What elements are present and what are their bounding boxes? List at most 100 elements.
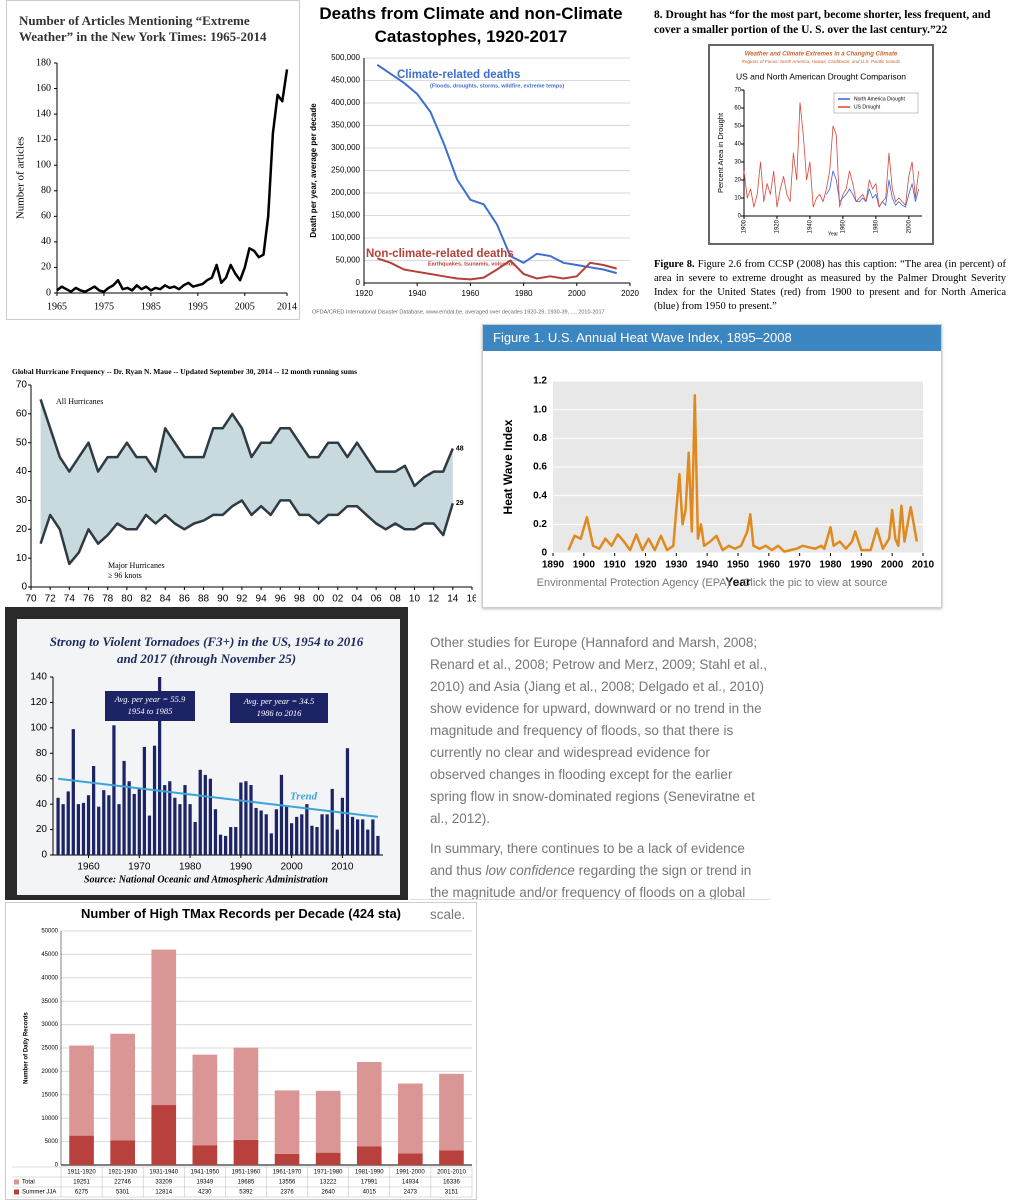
y-tick-label: 10: [16, 553, 28, 564]
x-tick-label: 1920: [355, 289, 373, 298]
bar: [178, 804, 182, 855]
bar: [71, 729, 75, 855]
y-tick-label: 100,000: [331, 233, 360, 242]
x-tick-label: 78: [102, 594, 114, 605]
series-label: Major Hurricanes: [108, 561, 165, 570]
annotation-box: [230, 693, 328, 723]
x-tick-label: 1930: [665, 560, 688, 571]
table-value: 14934: [402, 1180, 419, 1186]
bar: [168, 781, 172, 855]
y-tick-label: 40: [734, 142, 741, 148]
y-tick-label: 20: [734, 178, 741, 184]
drought-chart: 0 10 20 30 40 50 60 70 1900 1920 1940 1960 1980 2000 W…: [708, 44, 934, 245]
bar: [107, 795, 111, 855]
y-axis-label: Heat Wave Index: [501, 419, 515, 514]
legend-swatch: [14, 1189, 19, 1195]
y-tick-label: 40: [36, 799, 48, 810]
x-tick-label: 2014: [277, 301, 297, 312]
bar: [122, 760, 126, 855]
x-tick-label: 1961-1970: [273, 1170, 302, 1176]
x-tick-label: 2020: [621, 289, 639, 298]
table-value: 2640: [321, 1190, 335, 1196]
bar: [371, 819, 375, 855]
x-tick-label: 2010: [912, 560, 935, 571]
x-tick-label: 98: [294, 594, 306, 605]
table-value: 2376: [280, 1190, 294, 1196]
y-tick-label: 0: [356, 278, 361, 287]
bar: [132, 793, 136, 855]
x-tick-label: 1940: [696, 560, 719, 571]
y-tick-label: 70: [734, 88, 741, 94]
table-value: 13222: [320, 1180, 337, 1186]
bar: [218, 834, 223, 855]
bar: [112, 725, 116, 855]
bar-segment: [274, 1090, 300, 1154]
table-value: 33209: [155, 1180, 172, 1186]
bar: [198, 769, 202, 855]
y-tick-label: 400,000: [331, 98, 360, 107]
table-value: 6275: [75, 1190, 89, 1196]
y-tick-label: 0.2: [533, 519, 547, 530]
x-tick-label: 1900: [573, 560, 596, 571]
data-line: [39, 399, 454, 488]
bar: [325, 814, 329, 855]
caption-label: Figure 8.: [654, 259, 695, 270]
data-line: [567, 394, 919, 553]
bar-segment: [439, 1073, 464, 1151]
legend-swatch: [14, 1179, 19, 1185]
y-tick-label: 30: [734, 160, 741, 166]
bar: [330, 788, 334, 855]
y-tick-label: 5000: [45, 1139, 59, 1145]
x-tick-label: 1990: [230, 862, 253, 873]
y-tick-label: 140: [30, 672, 47, 683]
table-value: 19685: [238, 1180, 255, 1186]
heading: 8. Drought has “for the most part, becom…: [654, 9, 991, 36]
deaths-chart: 0 50,000 100,000 150,000 200,000 250,000 300,0…: [309, 53, 639, 315]
bar-segment: [192, 1145, 218, 1165]
bar: [361, 819, 365, 855]
bar: [376, 835, 380, 855]
data-line: [39, 499, 454, 566]
y-tick-label: 0.4: [533, 490, 547, 501]
bar-segment: [356, 1062, 382, 1147]
annotation-period: 1954 to 1985: [128, 706, 173, 716]
x-tick-label: 1940: [808, 219, 814, 233]
y-tick-label: 0: [41, 850, 47, 861]
bar: [163, 785, 167, 855]
x-tick-label: 1890: [542, 560, 565, 571]
bar: [305, 804, 309, 855]
y-tick-label: 30: [16, 495, 28, 506]
bar: [249, 785, 253, 855]
bar: [76, 804, 81, 855]
band-fill: [40, 399, 453, 564]
y-tick-label: 200,000: [331, 188, 360, 197]
y-tick-label: 0: [21, 582, 27, 593]
y-tick-label: 1.0: [533, 404, 547, 415]
series-threshold: ≥ 96 knots: [108, 571, 142, 580]
table-value: 13556: [279, 1180, 296, 1186]
y-tick-label: 80: [41, 185, 51, 196]
x-tick-label: 2000: [280, 862, 303, 873]
bar: [81, 802, 86, 855]
x-tick-label: 2010: [331, 862, 354, 873]
tornado-panel: 0 20 40 60 80 100 120 140 1960 1970 1980 1990 2000 20…: [5, 607, 408, 900]
x-tick-label: 84: [160, 594, 172, 605]
bar: [147, 815, 152, 855]
y-tick-label: 20: [16, 524, 28, 535]
x-tick-label: 70: [25, 594, 37, 605]
y-axis-label: Percent Area in Drought: [716, 112, 725, 193]
x-tick-label: 12: [428, 594, 440, 605]
bar: [279, 774, 284, 855]
legend-label: North America Drought: [854, 96, 905, 102]
y-tick-label: 50: [16, 437, 28, 448]
x-tick-label: 08: [390, 594, 402, 605]
bar-segment: [398, 1083, 423, 1154]
data-line: [376, 257, 617, 281]
bar: [269, 833, 273, 855]
y-tick-label: 60: [41, 211, 51, 222]
y-tick-label: 160: [36, 83, 51, 94]
x-tick-label: 1920: [634, 560, 657, 571]
end-label: 29: [456, 500, 464, 507]
x-tick-label: 10: [409, 594, 421, 605]
